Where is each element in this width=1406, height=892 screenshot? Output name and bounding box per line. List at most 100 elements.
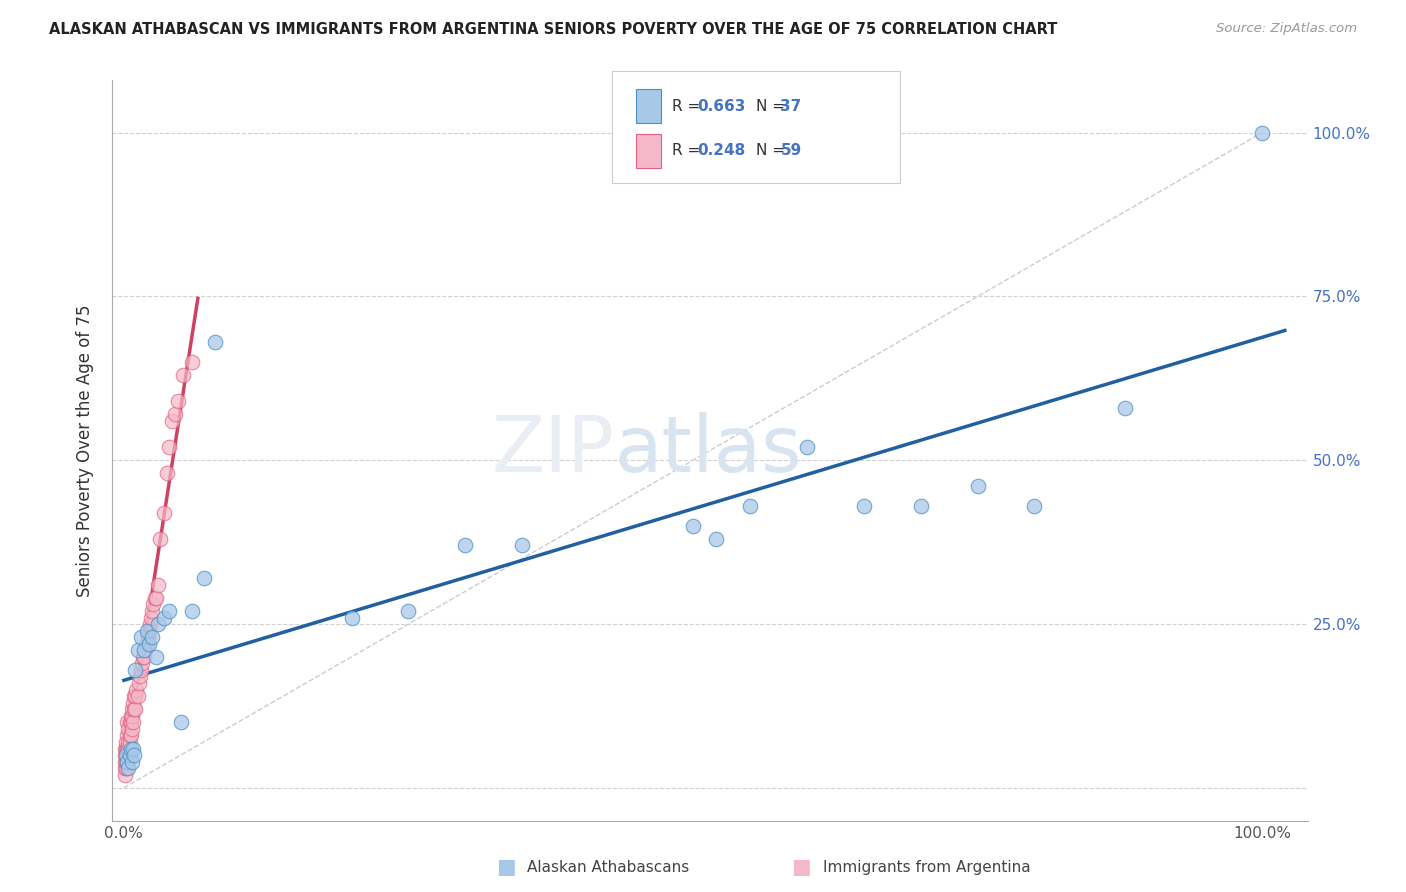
Point	[121, 755, 143, 769]
Point	[138, 624, 160, 638]
Point	[145, 591, 167, 605]
Point	[134, 649, 156, 664]
Point	[170, 715, 193, 730]
Point	[156, 467, 179, 481]
Point	[454, 539, 477, 553]
Point	[143, 591, 166, 605]
Point	[157, 440, 180, 454]
Point	[118, 715, 141, 730]
Point	[127, 689, 149, 703]
Text: 0.663: 0.663	[697, 99, 745, 113]
Point	[118, 729, 141, 743]
Point	[139, 617, 162, 632]
Point	[145, 649, 167, 664]
Point	[146, 617, 169, 632]
Text: Source: ZipAtlas.com: Source: ZipAtlas.com	[1216, 22, 1357, 36]
Point	[117, 741, 139, 756]
Point	[510, 539, 533, 553]
Point	[152, 610, 174, 624]
Point	[122, 741, 145, 756]
Text: N =: N =	[756, 144, 790, 158]
Point	[129, 630, 152, 644]
Point	[141, 630, 163, 644]
Point	[1114, 401, 1136, 415]
Text: ALASKAN ATHABASCAN VS IMMIGRANTS FROM ARGENTINA SENIORS POVERTY OVER THE AGE OF : ALASKAN ATHABASCAN VS IMMIGRANTS FROM AR…	[49, 22, 1057, 37]
Point	[136, 630, 159, 644]
Text: 0.248: 0.248	[697, 144, 745, 158]
Text: Alaskan Athabascans: Alaskan Athabascans	[527, 860, 689, 874]
Point	[117, 729, 139, 743]
Point	[117, 755, 139, 769]
Point	[114, 741, 136, 756]
Point	[115, 748, 138, 763]
Point	[114, 748, 136, 763]
Point	[172, 368, 194, 383]
Point	[118, 735, 141, 749]
Point	[115, 761, 138, 775]
Point	[128, 676, 150, 690]
Point	[129, 663, 152, 677]
Point	[141, 604, 163, 618]
Point	[796, 440, 818, 454]
Point	[117, 761, 139, 775]
Point	[396, 604, 419, 618]
Point	[738, 499, 761, 513]
Point	[122, 689, 145, 703]
Point	[910, 499, 932, 513]
Point	[181, 355, 204, 369]
Point	[146, 578, 169, 592]
Point	[157, 604, 180, 618]
Point	[117, 735, 139, 749]
Y-axis label: Seniors Poverty Over the Age of 75: Seniors Poverty Over the Age of 75	[76, 304, 94, 597]
Point	[121, 702, 143, 716]
Point	[115, 735, 138, 749]
Point	[131, 657, 153, 671]
Text: atlas: atlas	[614, 412, 801, 489]
Text: ZIP: ZIP	[492, 412, 614, 489]
Text: ■: ■	[792, 857, 811, 877]
Text: 59: 59	[780, 144, 801, 158]
Point	[120, 715, 142, 730]
Point	[160, 414, 183, 428]
Point	[134, 643, 156, 657]
Point	[120, 741, 142, 756]
Text: ■: ■	[496, 857, 516, 877]
Point	[122, 748, 145, 763]
Point	[132, 649, 155, 664]
Point	[852, 499, 875, 513]
Point	[704, 532, 727, 546]
Point	[135, 637, 157, 651]
Text: R =: R =	[672, 99, 706, 113]
Point	[135, 624, 157, 638]
Point	[167, 394, 190, 409]
Point	[121, 722, 143, 736]
Point	[1251, 126, 1274, 140]
Point	[118, 748, 141, 763]
Point	[149, 532, 172, 546]
Point	[125, 682, 148, 697]
Point	[120, 729, 142, 743]
Point	[193, 571, 215, 585]
Point	[127, 643, 149, 657]
Point	[120, 708, 142, 723]
Point	[152, 506, 174, 520]
Point	[138, 637, 160, 651]
Point	[134, 643, 156, 657]
Point	[966, 479, 988, 493]
Point	[165, 408, 187, 422]
Point	[117, 755, 139, 769]
Point	[115, 755, 138, 769]
Point	[115, 741, 138, 756]
Point	[114, 755, 136, 769]
Text: N =: N =	[756, 99, 790, 113]
Point	[124, 689, 146, 703]
Point	[124, 663, 146, 677]
Point	[181, 604, 204, 618]
Point	[682, 518, 704, 533]
Point	[204, 335, 226, 350]
Point	[117, 715, 139, 730]
Point	[128, 669, 150, 683]
Point	[340, 610, 363, 624]
Point	[122, 715, 145, 730]
Point	[117, 741, 139, 756]
